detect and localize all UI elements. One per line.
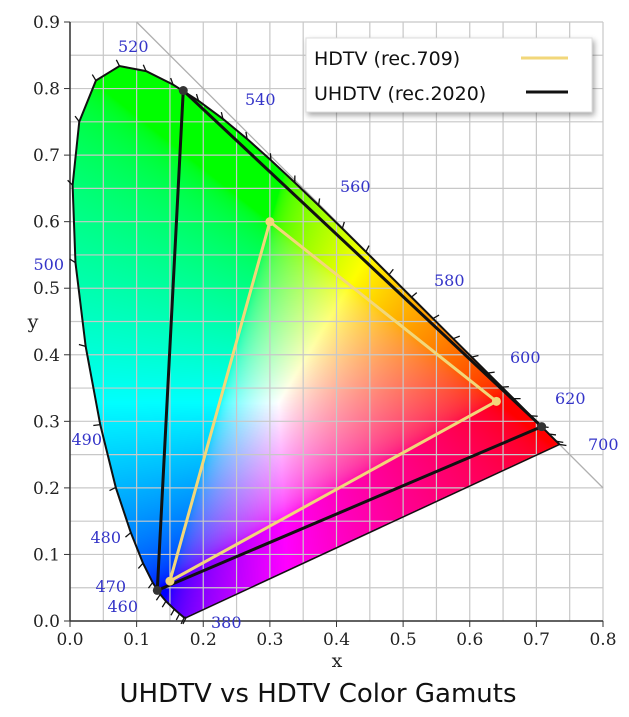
wavelength-tick xyxy=(182,617,187,625)
x-tick-label: 0.3 xyxy=(256,630,283,650)
wavelength-tick xyxy=(556,440,564,443)
wavelength-label: 500 xyxy=(33,255,64,274)
line-of-purples xyxy=(185,443,560,619)
wavelength-tick xyxy=(175,613,181,621)
wavelength-tick xyxy=(78,343,86,347)
wavelength-label: 560 xyxy=(340,177,371,196)
legend-label-uhdtv: UHDTV (rec.2020) xyxy=(314,83,486,105)
x-tick-label: 0.7 xyxy=(523,630,550,650)
x-tick-label: 0.1 xyxy=(123,630,150,650)
y-axis-label: y xyxy=(27,311,39,333)
wavelength-tick xyxy=(125,532,132,538)
wavelength-tick xyxy=(74,115,80,123)
x-tick-label: 0.6 xyxy=(456,630,483,650)
y-tick-label: 0.6 xyxy=(33,213,60,233)
x-tick-label: 0.8 xyxy=(589,630,616,650)
x-tick-label: 0.2 xyxy=(190,630,217,650)
wavelength-tick xyxy=(452,335,460,340)
y-tick-label: 0.5 xyxy=(33,279,60,299)
wavelength-label: 470 xyxy=(95,577,126,596)
wavelength-label: 540 xyxy=(245,90,276,109)
wavelength-label: 600 xyxy=(510,348,541,367)
wavelength-tick xyxy=(411,292,418,298)
wavelength-tick xyxy=(365,245,370,253)
chart-title: UHDTV vs HDTV Color Gamuts xyxy=(119,679,516,709)
wavelength-tick xyxy=(245,131,248,140)
y-tick-label: 0.0 xyxy=(33,612,60,632)
wavelength-label: 490 xyxy=(71,430,102,449)
wavelength-tick xyxy=(115,59,121,67)
wavelength-tick xyxy=(317,198,321,206)
wavelength-tick xyxy=(161,600,167,608)
x-tick-label: 0.0 xyxy=(56,630,83,650)
wavelength-label: 580 xyxy=(434,271,465,290)
y-tick-label: 0.4 xyxy=(33,346,60,366)
legend: HDTV (rec.709) UHDTV (rec.2020) xyxy=(305,37,593,113)
wavelength-tick xyxy=(388,268,394,276)
wavelength-label: 620 xyxy=(555,389,586,408)
wavelength-label: 460 xyxy=(107,597,138,616)
y-tick-label: 0.8 xyxy=(33,80,60,100)
primary-point-hdtv xyxy=(491,396,501,406)
primary-point-hdtv xyxy=(165,576,175,586)
wavelength-tick xyxy=(559,443,567,447)
wavelength-tick xyxy=(155,594,161,601)
wavelength-label: 520 xyxy=(118,37,149,56)
y-tick-label: 0.9 xyxy=(33,13,60,33)
y-tick-label: 0.7 xyxy=(33,146,60,166)
legend-box xyxy=(305,37,593,113)
wavelength-tick xyxy=(548,433,557,436)
y-tick-label: 0.1 xyxy=(33,545,60,565)
primary-point-uhdtv xyxy=(178,86,188,96)
wavelength-tick xyxy=(67,179,74,186)
wavelength-label: 700 xyxy=(588,435,619,454)
primary-point-uhdtv xyxy=(537,422,547,432)
wavelength-tick xyxy=(341,221,345,229)
gamut-triangle-hdtv xyxy=(168,220,498,583)
gamut-triangle-uhdtv xyxy=(155,89,544,592)
x-tick-label: 0.4 xyxy=(323,630,350,650)
wavelength-tick xyxy=(69,258,76,264)
wavelength-tick xyxy=(170,608,175,616)
wavelength-tick xyxy=(109,486,117,492)
wavelength-tick xyxy=(170,77,174,85)
wavelength-tick xyxy=(269,153,272,161)
wavelength-tick xyxy=(147,582,154,589)
wavelength-tick xyxy=(180,617,185,625)
x-axis-label: x xyxy=(332,650,343,672)
wavelength-tick xyxy=(93,424,101,427)
wavelength-label: 480 xyxy=(90,528,121,547)
wavelength-tick xyxy=(91,74,97,81)
wavelength-tick xyxy=(195,93,200,101)
wavelength-tick xyxy=(142,64,147,72)
gamuts xyxy=(152,86,547,595)
wavelength-tick xyxy=(432,314,440,320)
wavelength-tick xyxy=(487,371,495,374)
y-tick-label: 0.3 xyxy=(33,412,60,432)
legend-label-hdtv: HDTV (rec.709) xyxy=(314,48,460,70)
spectral-locus-curve xyxy=(71,65,561,619)
primary-point-uhdtv xyxy=(152,585,162,595)
spectral-locus xyxy=(67,59,567,625)
wavelength-label: 380 xyxy=(211,613,242,632)
primary-point-hdtv xyxy=(265,217,275,227)
wavelength-tick xyxy=(471,354,479,358)
x-tick-label: 0.5 xyxy=(390,630,417,650)
wavelength-tick xyxy=(220,112,224,120)
wavelength-tick xyxy=(137,562,144,569)
y-tick-label: 0.2 xyxy=(33,479,60,499)
